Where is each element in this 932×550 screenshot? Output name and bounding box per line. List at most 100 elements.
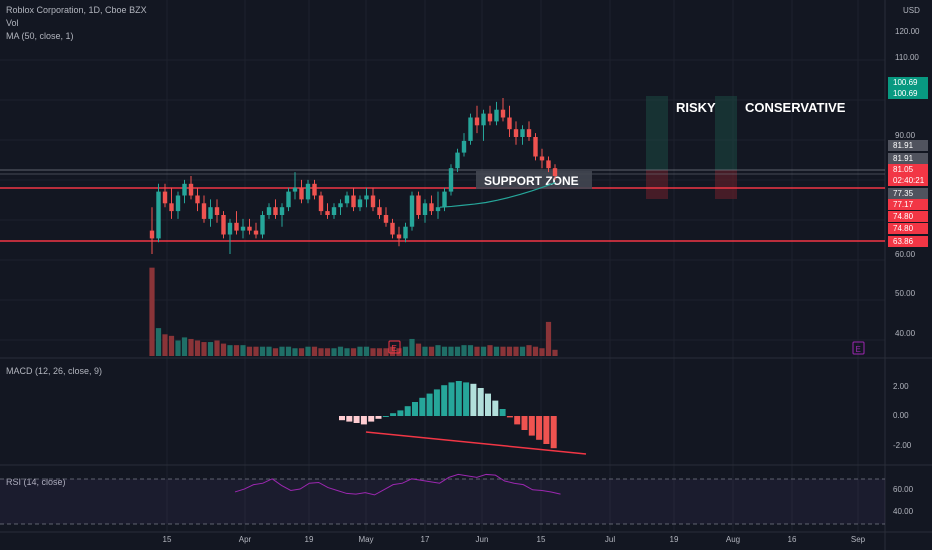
macd-bar [506, 416, 513, 418]
candle-body [377, 207, 382, 215]
volume-bar [246, 346, 253, 356]
earnings-marker-past [388, 340, 401, 354]
volume-bar [318, 348, 324, 356]
volume-bar [461, 345, 467, 356]
macd-axis-tick: 0.00 [893, 411, 909, 420]
volume-bar [500, 346, 506, 356]
candle-body [552, 168, 558, 176]
price-label-bg [888, 77, 928, 88]
candle-body [526, 129, 532, 137]
price-label-bg [888, 211, 928, 222]
macd-bar [339, 416, 345, 421]
candle-body [149, 230, 155, 239]
macd-bar [550, 416, 557, 449]
candle-body [513, 129, 519, 137]
candle-body [234, 222, 239, 231]
candle-body [240, 226, 246, 231]
time-axis-tick: 19 [670, 535, 679, 544]
candle-body [487, 113, 493, 122]
macd-bar [397, 410, 404, 416]
macd-bar [521, 416, 528, 430]
volume-bar [214, 340, 220, 356]
candle-body [494, 109, 499, 122]
time-axis-tick: Sep [851, 535, 866, 544]
conservative-zone-stop [715, 170, 737, 199]
volume-bar [259, 346, 266, 356]
candle-body [188, 183, 194, 196]
price-label: 74.80 [893, 224, 914, 233]
rsi-band [0, 479, 885, 524]
rsi-axis-tick: 40.00 [893, 507, 914, 516]
price-label: 100.69 [893, 89, 918, 98]
candle-body [273, 207, 278, 215]
macd-bar [492, 400, 499, 416]
macd-bar [412, 402, 418, 416]
candle-body [299, 187, 304, 200]
candle-body [214, 207, 220, 215]
macd-bar [382, 416, 389, 417]
volume-bar [233, 345, 240, 356]
volume-bar [350, 348, 357, 356]
volume-bar [155, 328, 162, 356]
time-axis-tick: Apr [239, 535, 252, 544]
candle-body [195, 195, 200, 204]
ma50-line [439, 182, 556, 208]
candle-body [474, 117, 480, 126]
volume-bar [376, 348, 383, 356]
support-zone-box [476, 171, 592, 189]
volume-bar [454, 346, 461, 356]
price-axis-tick: 60.00 [895, 250, 916, 259]
volume-bar [526, 345, 532, 356]
candle-body [403, 226, 408, 239]
volume-bar [415, 343, 422, 356]
price-axis-tick: 40.00 [895, 329, 916, 338]
conservative-zone-profit [715, 96, 737, 170]
ma-legend: MA (50, close, 1) [6, 31, 74, 41]
candle-body [507, 117, 512, 130]
volume-bar [422, 346, 428, 356]
volume-bar [357, 346, 363, 356]
volume-bar [285, 346, 292, 356]
price-label: 81.05 [893, 165, 914, 174]
volume-bar [324, 348, 331, 356]
volume-bar [493, 346, 500, 356]
price-label-bg [888, 188, 928, 199]
volume-bar [363, 346, 370, 356]
candle-body [279, 207, 285, 215]
candle-body [409, 195, 415, 227]
volume-bar [448, 346, 454, 356]
candle-body [331, 207, 337, 215]
candle-body [312, 183, 317, 196]
price-label-bg [888, 223, 928, 234]
macd-bar [499, 409, 506, 416]
macd-bar [477, 388, 484, 416]
currency-label: USD [903, 6, 920, 15]
macd-bar [514, 416, 521, 425]
rsi-axis-tick: 60.00 [893, 485, 914, 494]
candle-body [481, 113, 486, 126]
volume-bar [474, 346, 480, 356]
candle-body [468, 117, 473, 141]
price-label: 63.86 [893, 237, 914, 246]
volume-bar [344, 348, 350, 356]
time-axis-tick: 19 [305, 535, 314, 544]
volume-bar [188, 338, 194, 356]
volume-bar [227, 345, 233, 356]
volume-bar [181, 337, 188, 356]
risky-zone-stop [646, 170, 668, 199]
candle-body [266, 207, 272, 215]
candle-body [156, 191, 161, 239]
volume-bar [220, 343, 227, 356]
volume-bar [519, 346, 526, 356]
support-zone-label: SUPPORT ZONE [484, 174, 579, 188]
volume-bar [194, 340, 201, 356]
time-axis-tick: May [358, 535, 373, 544]
candle-body [539, 156, 545, 161]
price-label-bg [888, 236, 928, 247]
candle-body [318, 195, 324, 212]
candle-body [208, 207, 213, 219]
candle-body [221, 215, 226, 235]
price-label: 74.80 [893, 212, 914, 221]
macd-axis-tick: 2.00 [893, 382, 909, 391]
